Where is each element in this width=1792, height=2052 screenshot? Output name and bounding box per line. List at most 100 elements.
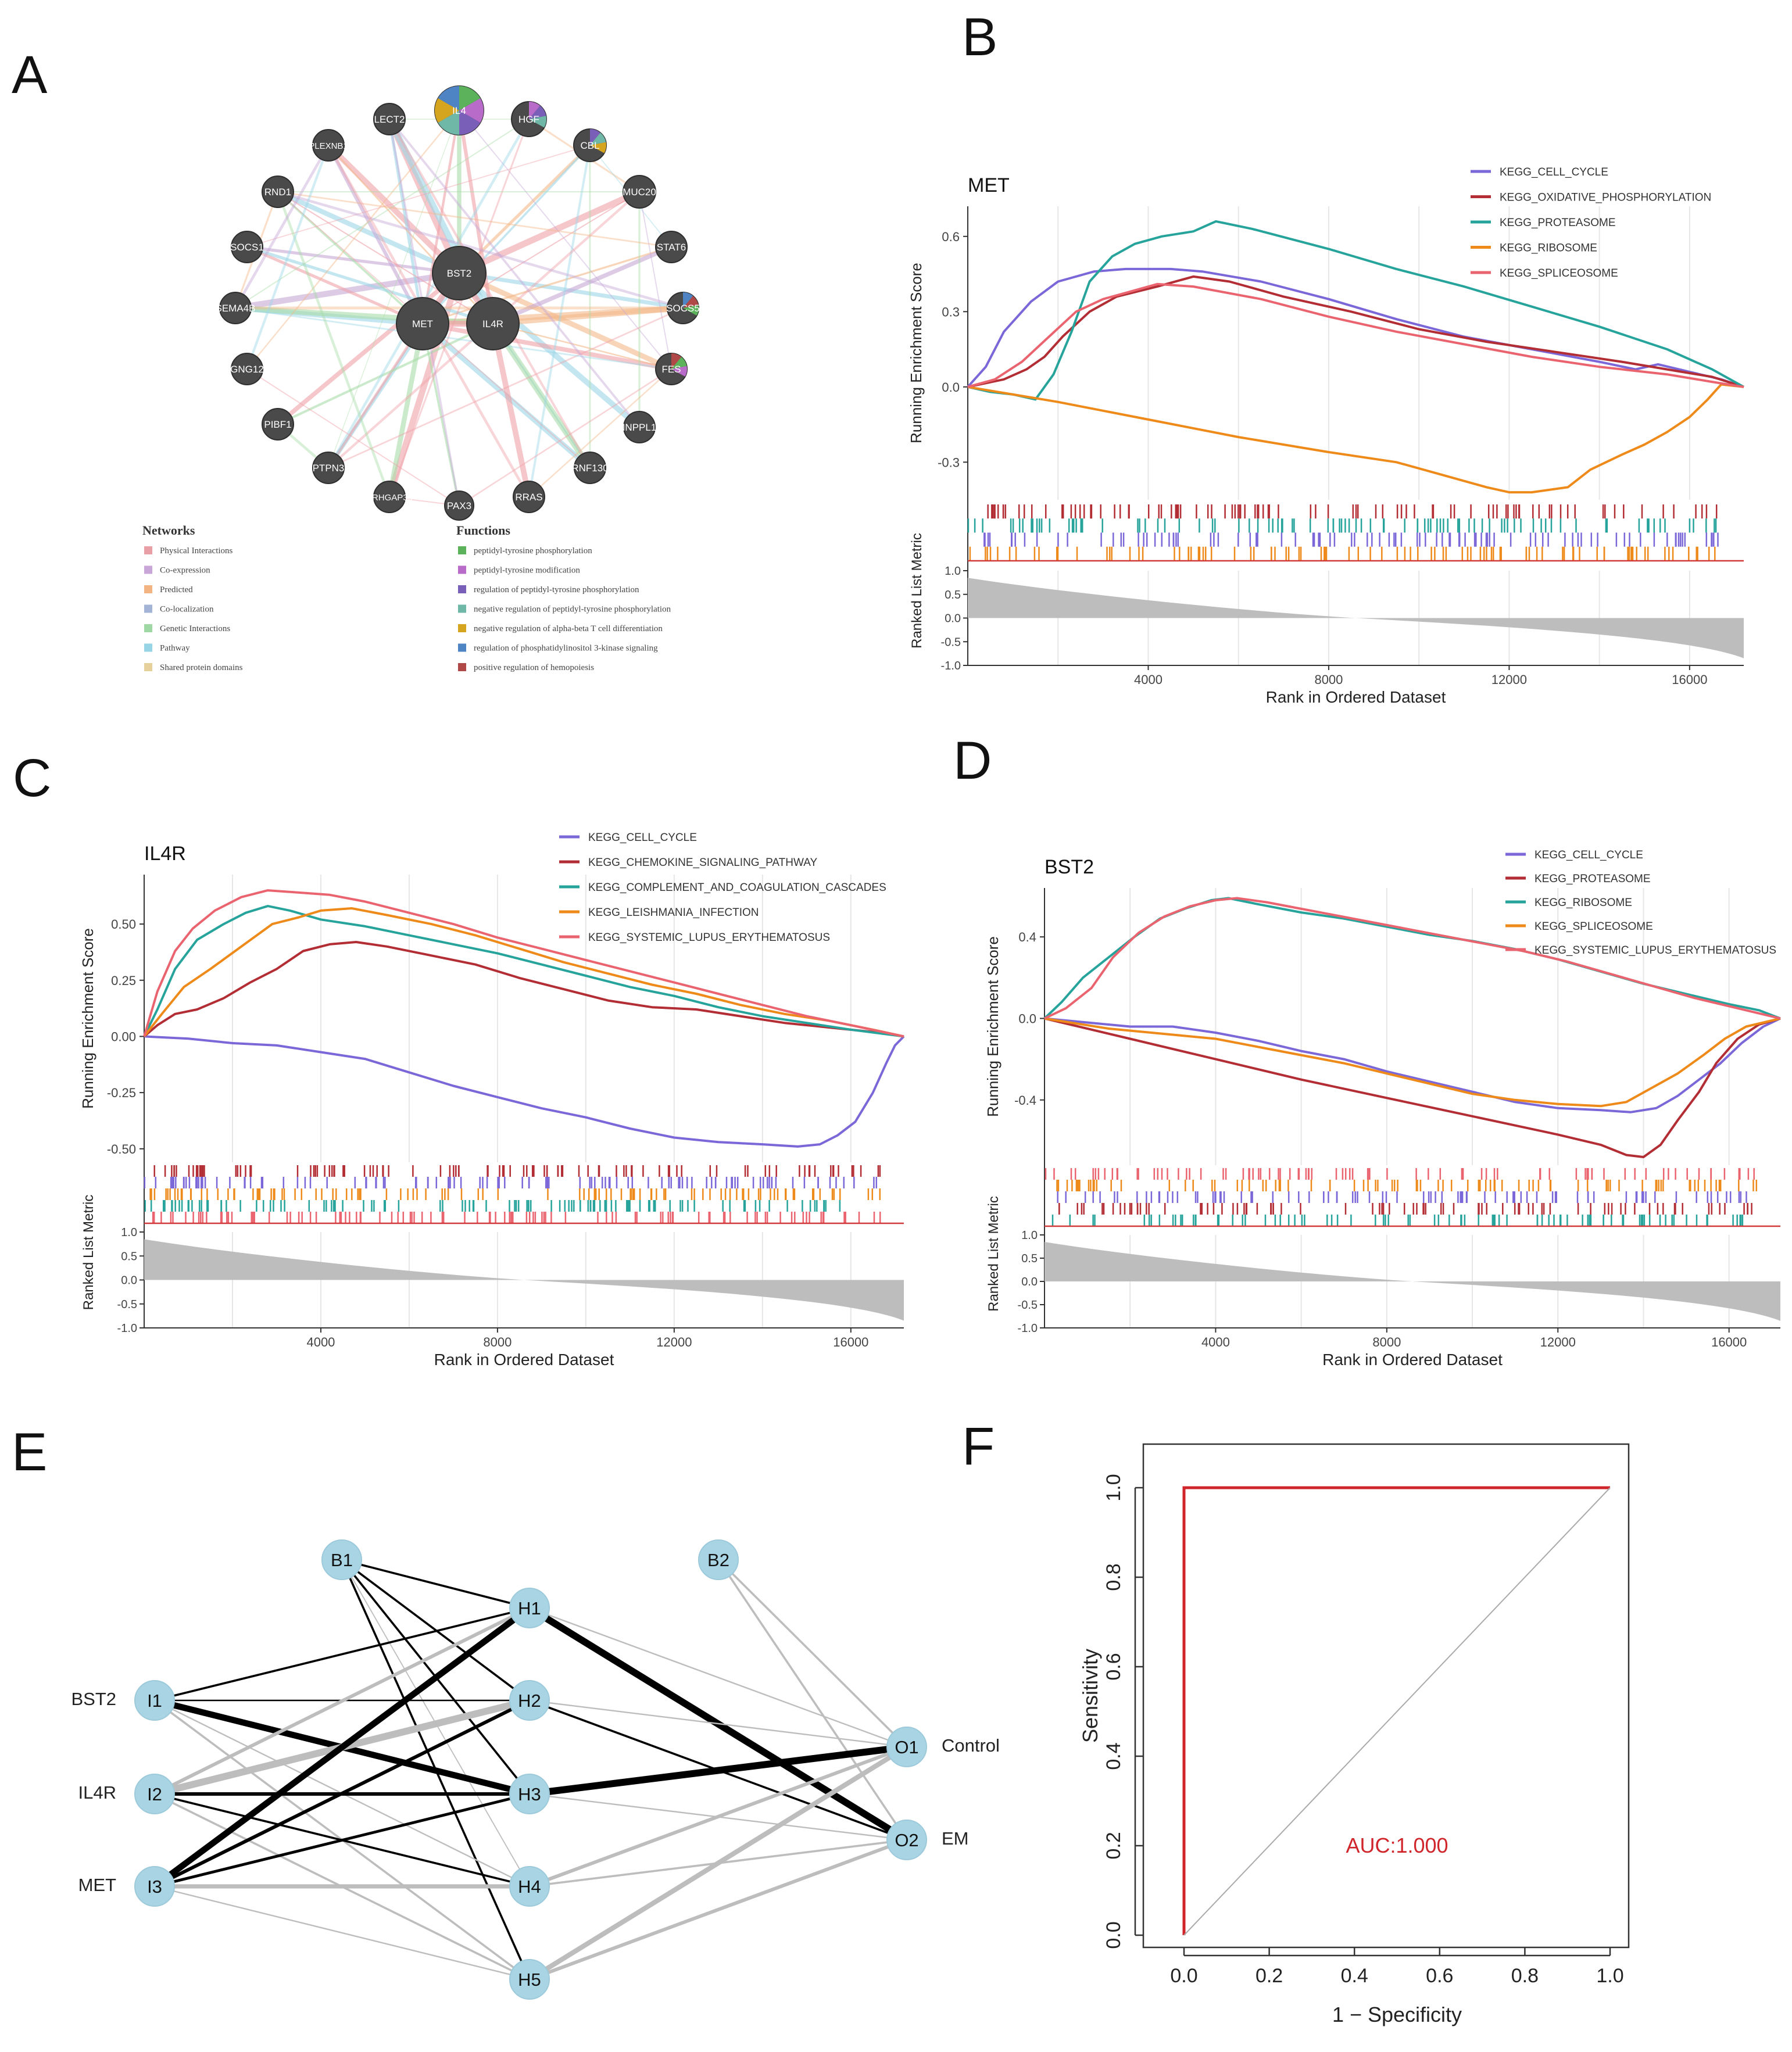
- enrichment-line-kegg-systemic-lupus-erythematosus: [143, 889, 904, 1038]
- x-tick-label: 1.0: [1596, 1965, 1623, 1987]
- functions-legend-swatch: [458, 546, 466, 554]
- metric-tick-label: -1.0: [941, 660, 961, 672]
- metric-tick-label: 0.5: [945, 589, 961, 601]
- nn-edge-b2-o1: [717, 1559, 908, 1748]
- networks-legend-label: Co-expression: [160, 566, 210, 575]
- enrichment-line-kegg-spliceosome: [1044, 1017, 1781, 1108]
- network-edge: [327, 144, 424, 325]
- nn-node-circle: [509, 1588, 550, 1628]
- nn-node-h1: H1: [509, 1588, 550, 1628]
- panel-e: E B1 B2 I1 I2 I3 H1 H2 H3 H4 H5 O1 O2 BST2 IL4R MET Con…: [12, 1423, 1000, 2000]
- enrichment-line-kegg-leishmania-infection: [143, 907, 904, 1038]
- gene-node-function-slice: [671, 357, 687, 369]
- network-edge: [492, 305, 684, 327]
- networks-legend-swatch: [144, 604, 152, 613]
- ranked-metric-area: [968, 578, 1744, 658]
- nn-edges: [151, 1559, 910, 1982]
- gene-node-hgf: HGF: [511, 101, 547, 137]
- nn-node-h4: H4: [509, 1866, 550, 1907]
- y-tick-label: 0.6: [1103, 1653, 1125, 1680]
- network-edge: [422, 321, 672, 371]
- gene-node-function-slice: [459, 110, 481, 135]
- x-tick-label: 0.4: [1341, 1965, 1368, 1987]
- gene-node-ptpn3: PTPN3: [312, 452, 345, 484]
- metric-tick-label: 0.0: [945, 613, 961, 625]
- network-edge: [459, 368, 672, 507]
- network-edge: [388, 119, 424, 324]
- gene-node-label: STAT6: [657, 242, 686, 253]
- y-tick-label: 0.2: [1103, 1832, 1125, 1859]
- functions-legend-label: positive regulation of hemopoiesis: [474, 663, 594, 672]
- network-edge: [388, 118, 641, 428]
- gene-node-function-slice: [434, 98, 459, 123]
- roc-plot: 0.0 0.2 0.4 0.6 0.8 1.0 0.0 0.2 0.4 0.6 0.8 1.0 1 − …: [1078, 1443, 1630, 2026]
- networks-legend-label: Physical Interactions: [160, 546, 233, 556]
- gene-node-circle: [513, 481, 545, 513]
- network-edge: [459, 110, 672, 370]
- network-edge: [246, 145, 591, 248]
- x-tick-label: 8000: [1372, 1335, 1401, 1349]
- network-edge: [528, 368, 672, 497]
- gsea-plot: BST2 0.4 0.0 -0.4 Running Enrichment Score KE…: [984, 849, 1781, 1369]
- nn-node-circle: [134, 1866, 175, 1907]
- nn-node-circle: [134, 1774, 175, 1814]
- nn-edge-h5-o1: [527, 1744, 910, 1982]
- network-edge: [326, 143, 462, 275]
- functions-legend-label: regulation of phosphatidylinositol 3-kin…: [474, 644, 658, 653]
- gene-node-function-slice: [590, 142, 606, 153]
- nn-node-circle: [509, 1866, 550, 1907]
- functions-legend-label: peptidyl-tyrosine phosphorylation: [474, 546, 592, 556]
- gene-node-label: SEMA4B: [216, 303, 256, 314]
- gene-node-function-slice: [671, 366, 687, 377]
- y-tick-label: 0.0: [1018, 1011, 1036, 1026]
- panel-e-letter: E: [12, 1423, 47, 1482]
- gsea-title: IL4R: [144, 843, 186, 865]
- nn-edge-b1-h1: [341, 1559, 531, 1609]
- metric-axis-label: Ranked List Metric: [81, 1195, 96, 1310]
- metric-tick-label: 1.0: [1021, 1229, 1038, 1242]
- y-tick-label: 0.25: [111, 973, 136, 988]
- hit-ticks: [967, 504, 1719, 561]
- y-tick-label: 0.3: [942, 305, 960, 319]
- x-axis-label: Rank in Ordered Dataset: [434, 1351, 614, 1369]
- y-tick-label: -0.4: [1014, 1093, 1036, 1108]
- nn-node-label: B2: [707, 1550, 729, 1570]
- gene-node-label: PAX3: [447, 500, 471, 511]
- gene-node-function-slice: [459, 98, 484, 123]
- legend-label: KEGG_PROTEASOME: [1500, 217, 1616, 229]
- gene-node-circle: [312, 129, 345, 162]
- network-edge: [422, 246, 672, 325]
- gene-node-function-slice: [459, 85, 481, 110]
- gene-node-label: RND1: [264, 187, 291, 198]
- gene-node-plexnb1: PLEXNB1: [309, 129, 348, 162]
- gene-node-label: PLEXNB1: [309, 141, 348, 151]
- enrichment-line-kegg-proteasome: [1044, 1017, 1781, 1158]
- legend-label: KEGG_RIBOSOME: [1535, 897, 1632, 909]
- networks-legend-label: Shared protein domains: [160, 663, 243, 672]
- nn-node-circle: [509, 1959, 550, 2000]
- x-tick-label: 4000: [306, 1335, 335, 1349]
- x-axis-label: 1 − Specificity: [1332, 2003, 1462, 2026]
- nn-node-label: H1: [518, 1598, 541, 1618]
- gene-node-label: HGF: [518, 114, 539, 125]
- metric-tick-label: 1.0: [121, 1226, 137, 1239]
- enrichment-line-kegg-spliceosome: [967, 282, 1744, 388]
- functions-legend-swatch: [458, 624, 466, 632]
- network-edge: [388, 118, 591, 469]
- nn-node-label: H2: [518, 1691, 541, 1711]
- legend-label: KEGG_CHEMOKINE_SIGNALING_PATHWAY: [588, 857, 817, 869]
- y-tick-label: 0.0: [1103, 1921, 1125, 1949]
- y-tick-label: 0.8: [1103, 1563, 1125, 1591]
- functions-legend-label: regulation of peptidyl-tyrosine phosphor…: [474, 585, 639, 595]
- gene-node-label: INPPL1: [623, 422, 657, 433]
- gene-node-inppl1: INPPL1: [623, 411, 657, 443]
- network-edge: [277, 189, 460, 275]
- networks-legend-swatch: [144, 585, 152, 593]
- metric-tick-label: -0.5: [941, 636, 961, 649]
- nn-node-label: H3: [518, 1784, 541, 1804]
- gene-node-circle: [444, 490, 474, 521]
- metric-tick-label: 1.0: [945, 565, 961, 578]
- legend-label: KEGG_PROTEASOME: [1535, 873, 1651, 885]
- panel-b-letter: B: [962, 8, 997, 67]
- panel-a: A IL4 HGF CBL MUC20 STAT6 SOCS5 FES INPPL1 RNF13…: [12, 45, 700, 672]
